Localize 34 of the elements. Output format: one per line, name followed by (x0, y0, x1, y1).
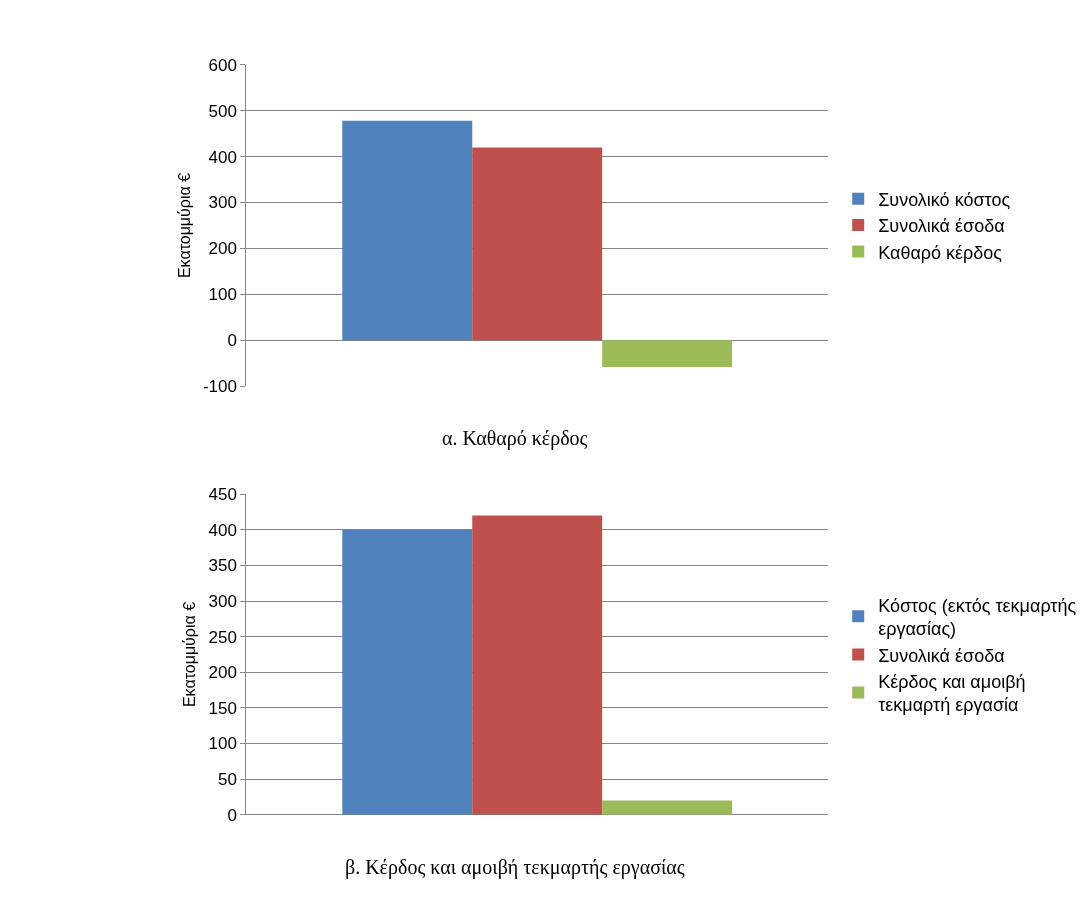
bar (472, 515, 603, 815)
legend-label: Συνολικά έσοδα (878, 645, 1005, 666)
y-tick-label: 0 (227, 331, 237, 351)
y-tick-label: 100 (208, 285, 237, 305)
legend-label: Συνολικό κόστος (878, 189, 1011, 210)
bar (342, 120, 473, 341)
legend-label: Κόστος (εκτός τεκμαρτής εργασίας) (878, 595, 1077, 640)
y-tick-label: 300 (208, 592, 237, 611)
bar (472, 147, 603, 341)
y-tick-label: 600 (208, 55, 237, 75)
y-tick-label: 200 (208, 239, 237, 259)
y-tick-label: -100 (202, 377, 237, 397)
y-axis-title: Εκατομμύρια € (181, 601, 199, 708)
text: β. Κέρδος και αμοιβή τεκμαρτής εργασίας (345, 856, 685, 879)
text: α. Καθαρό κέρδος (442, 427, 588, 450)
y-tick-label: 250 (208, 627, 237, 647)
legend-label: Κέρδος και αμοιβή τεκμαρτή εργασία (878, 671, 1026, 716)
bar (342, 529, 473, 815)
y-tick-label: 400 (208, 520, 237, 540)
y-tick-label: 500 (208, 101, 237, 121)
bar (602, 800, 733, 815)
y-tick-label: 100 (208, 734, 237, 754)
y-tick-label: 0 (227, 805, 237, 825)
y-tick-label: 450 (208, 485, 237, 505)
y-tick-label: 400 (208, 147, 237, 167)
y-tick-label: 350 (208, 556, 237, 576)
legend-label: Καθαρό κέρδος (878, 242, 1003, 263)
y-tick-label: 200 (208, 663, 237, 683)
y-tick-label: 50 (218, 770, 237, 790)
y-axis-title: Εκατομμύρια € (175, 172, 193, 279)
bar (602, 340, 733, 367)
y-tick-label: 150 (208, 698, 237, 718)
y-tick-label: 300 (208, 193, 237, 213)
legend-label: Συνολικά έσοδα (878, 216, 1005, 237)
